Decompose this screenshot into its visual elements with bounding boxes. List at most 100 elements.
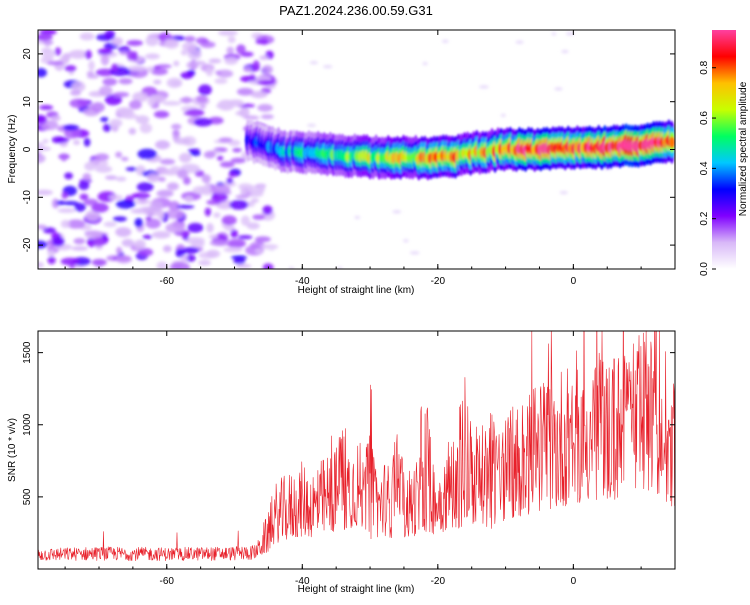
noise-blob [182, 247, 200, 254]
noise-blob [38, 224, 47, 230]
chart-title: PAZ1.2024.236.00.59.G31 [279, 3, 433, 18]
x-tick-label: 0 [571, 276, 577, 287]
noise-blob [69, 89, 82, 96]
noise-speck [559, 191, 568, 195]
noise-blob [198, 84, 212, 96]
noise-blob [250, 90, 268, 99]
noise-blob [227, 36, 236, 44]
noise-blob [127, 65, 147, 72]
noise-speck [403, 239, 409, 243]
noise-blob [52, 236, 65, 247]
noise-blob [252, 60, 260, 72]
noise-blob [84, 230, 103, 240]
noise-blob [38, 153, 46, 164]
signal-ridge [244, 118, 675, 181]
colorbar-tick-label: 0.2 [699, 211, 710, 225]
noise-blob [121, 113, 139, 120]
noise-blob [250, 198, 260, 203]
noise-blob [218, 137, 233, 143]
noise-blob [213, 212, 221, 218]
noise-blob [46, 61, 64, 66]
noise-blob [60, 219, 71, 229]
noise-blob [201, 174, 211, 184]
noise-blob [150, 68, 168, 76]
noise-blob [64, 128, 81, 139]
noise-blob [147, 97, 156, 107]
noise-blob [195, 95, 208, 104]
noise-blob [78, 181, 90, 191]
noise-blob [51, 115, 61, 121]
noise-blob [102, 77, 118, 86]
noise-blob [164, 38, 180, 49]
noise-speck [392, 210, 402, 214]
noise-blob [205, 66, 214, 77]
noise-blob [171, 123, 182, 130]
noise-blob [257, 80, 275, 86]
noise-blob [255, 39, 269, 45]
noise-blob [190, 239, 205, 248]
noise-blob [208, 234, 219, 239]
noise-blob [229, 199, 249, 210]
noise-blob [209, 239, 230, 247]
noise-blob [175, 248, 186, 258]
noise-blob [62, 201, 79, 206]
noise-blob [159, 158, 176, 165]
snr-panel: -60 -40 -20 0 500 1000 1500 Height of straigh… [7, 330, 676, 595]
spectrogram-panel: -60 -40 -20 0 -20 -10 0 10 20 Height of straigh… [7, 29, 676, 296]
colorbar-ticks: 0.0 0.2 0.4 0.6 0.8 [699, 60, 716, 276]
noise-blob [115, 227, 132, 237]
noise-speck [515, 40, 524, 44]
noise-blob [230, 255, 248, 260]
noise-blob [173, 60, 180, 67]
noise-blob [233, 257, 246, 265]
noise-speck [309, 61, 319, 65]
noise-blob [142, 234, 153, 240]
noise-blob [118, 78, 133, 85]
noise-blob [211, 192, 228, 203]
y-tick-label: -10 [22, 190, 33, 205]
noise-blob [156, 261, 168, 269]
noise-blob [111, 63, 119, 73]
noise-blob [230, 229, 238, 238]
noise-blob [262, 263, 274, 269]
snr-series-line [38, 331, 675, 561]
x-tick-label: -40 [295, 576, 310, 587]
noise-blob [216, 155, 224, 161]
noise-blob [219, 161, 235, 168]
noise-blob [112, 216, 127, 222]
y-tick-label: 0 [22, 146, 33, 152]
top-x-axis: -60 -40 -20 0 [64, 30, 676, 287]
bottom-y-axis: 500 1000 1500 [22, 341, 675, 505]
noise-blob [235, 194, 249, 199]
noise-blob [187, 48, 202, 60]
noise-blob [62, 124, 80, 131]
noise-blob [214, 78, 228, 85]
noise-blob [144, 53, 160, 60]
y-tick-label: 20 [22, 48, 33, 60]
noise-blob [38, 240, 48, 249]
noise-speck [354, 215, 361, 219]
noise-blob [257, 184, 265, 194]
noise-speck [441, 39, 449, 43]
noise-blob [260, 244, 279, 250]
noise-blob [203, 150, 216, 159]
noise-blob [134, 199, 152, 205]
noise-blob [79, 193, 89, 201]
noise-blob [71, 81, 86, 92]
noise-blob [262, 205, 273, 215]
noise-blob [165, 209, 185, 219]
noise-blob [85, 49, 92, 60]
noise-blob [90, 102, 105, 113]
noise-blob [184, 254, 196, 262]
noise-blob [39, 30, 57, 35]
noise-blob [132, 91, 149, 103]
noise-blob [38, 146, 52, 152]
noise-blob [116, 246, 123, 255]
noise-blob [236, 44, 246, 55]
noise-blob [162, 101, 182, 106]
noise-blob [79, 32, 95, 41]
noise-blob [226, 238, 246, 249]
noise-speck [554, 87, 563, 91]
noise-blob [223, 247, 243, 253]
noise-blob [226, 177, 234, 184]
